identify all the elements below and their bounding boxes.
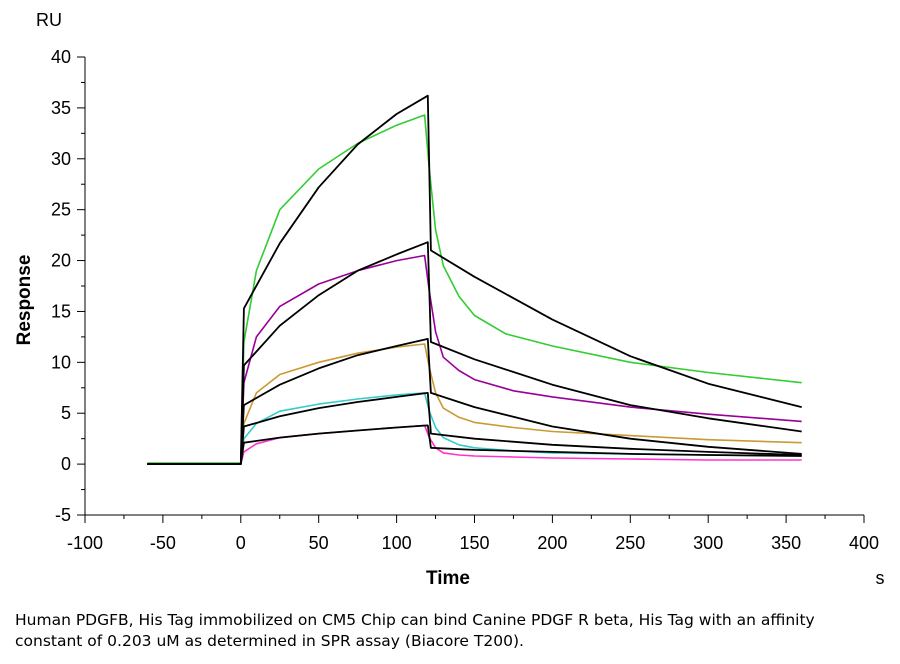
x-tick-label: 300	[693, 533, 723, 553]
x-tick-label: 200	[537, 533, 567, 553]
fit-curve-8	[147, 338, 802, 465]
y-tick-label: 10	[51, 352, 71, 372]
y-tick-label: -5	[55, 505, 71, 525]
x-axis-title: Time	[426, 568, 470, 589]
x-tick-label: 250	[615, 533, 645, 553]
figure-caption: Human PDGFB, His Tag immobilized on CM5 …	[15, 611, 815, 650]
series-layer	[147, 94, 802, 465]
x-tick-label: 50	[309, 533, 329, 553]
y-tick-label: 30	[51, 149, 71, 169]
axes	[84, 57, 864, 516]
y-tick-label: 20	[51, 251, 71, 271]
y-tick-label: 5	[61, 403, 71, 423]
x-tick-label: 350	[771, 533, 801, 553]
x-tick-label: 150	[459, 533, 489, 553]
x-tick-label: 0	[236, 533, 246, 553]
fit-curve-6	[147, 94, 802, 465]
x-tick-label: 400	[849, 533, 879, 553]
x-tick-label: -100	[67, 533, 103, 553]
measured-curve-5	[147, 424, 802, 465]
measured-curve-3	[147, 343, 802, 465]
measured-curve-2	[147, 254, 802, 465]
y-tick-label: 25	[51, 200, 71, 220]
y-axis-unit: RU	[36, 10, 62, 30]
y-tick-label: 15	[51, 301, 71, 321]
x-axis-unit: s	[876, 568, 885, 588]
y-axis-title: Response	[14, 255, 35, 346]
x-tick-label: -50	[150, 533, 176, 553]
y-tick-label: 35	[51, 98, 71, 118]
x-tick-label: 100	[382, 533, 412, 553]
measured-curve-1	[147, 114, 802, 465]
y-tick-label: 40	[51, 47, 71, 67]
fit-curve-10	[147, 424, 802, 465]
fit-curve-7	[147, 241, 802, 465]
y-tick-label: 0	[61, 454, 71, 474]
